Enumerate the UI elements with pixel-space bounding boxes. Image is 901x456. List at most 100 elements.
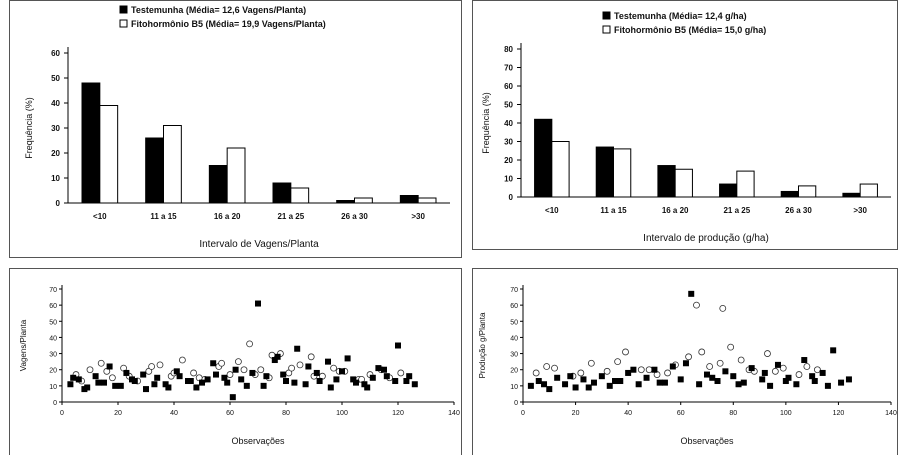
scatter-point-testemunha (263, 373, 270, 380)
scatter-point-testemunha (238, 376, 245, 383)
scatter-point-testemunha (353, 379, 359, 386)
legend-label: Testemunha (Média= 12,4 g/ha) (614, 11, 747, 21)
bar-fitohormonio (551, 141, 570, 198)
x-tick-label: 60 (226, 410, 234, 417)
y-tick-label: 40 (51, 99, 60, 108)
x-tick-label: 140 (885, 410, 897, 417)
scatter-point-testemunha (819, 369, 826, 376)
scatter-point-testemunha (95, 379, 102, 386)
scatter-point-testemunha (630, 366, 637, 373)
scatter-point-fitohormonio (706, 363, 714, 370)
y-tick-label: 50 (49, 319, 57, 326)
y-tick-label: 10 (49, 384, 57, 391)
x-axis-label: Intervalo de produção (g/ha) (643, 233, 769, 244)
scatter-point-testemunha (112, 382, 119, 389)
y-tick-label: 40 (49, 335, 57, 342)
scatter-point-testemunha (339, 368, 345, 375)
scatter-point-testemunha (651, 366, 658, 373)
scatter-point-testemunha (612, 378, 618, 385)
scatter-point-testemunha (403, 378, 410, 385)
x-tick-label: 0 (521, 410, 525, 417)
bar-testemunha (595, 146, 614, 198)
scatter-point-fitohormonio (246, 340, 254, 348)
scatter-point-testemunha (274, 353, 281, 360)
scatter-point-testemunha (554, 374, 561, 381)
x-tick-label: 100 (780, 410, 792, 417)
y-tick-label: 30 (51, 124, 60, 133)
legend: Testemunha (Média= 12,6 Vagens/Planta) Fi… (119, 5, 326, 29)
scatter-point-testemunha (70, 374, 77, 381)
scatter-point-fitohormonio (737, 356, 745, 364)
x-tick-label: 120 (392, 410, 404, 417)
bar-testemunha (534, 118, 553, 198)
y-tick-label: 30 (510, 352, 518, 359)
scatter-point-testemunha (392, 378, 399, 385)
scatter-point-fitohormonio (771, 367, 779, 375)
scatter-point-fitohormonio (218, 359, 226, 367)
scatter-point-testemunha (541, 381, 548, 388)
scatter-point-fitohormonio (727, 343, 735, 351)
scatter-point-fitohormonio (813, 366, 821, 374)
scatter-point-testemunha (661, 379, 668, 386)
bar-fitohormonio (163, 125, 182, 204)
scatter-point-testemunha (81, 386, 88, 393)
chart-svg: 0 10 20 30 40 50 60 70 80 <10 11 a 15 16 a 20 21 a 2… (481, 11, 891, 244)
scatter-point-fitohormonio (257, 366, 265, 374)
scatter-point-testemunha (117, 382, 124, 389)
scatter-point-fitohormonio (178, 356, 186, 364)
scatter-point-testemunha (572, 384, 579, 391)
scatter-point-testemunha (381, 366, 387, 373)
y-tick-label: 70 (510, 287, 518, 294)
x-tick-label: 80 (729, 410, 737, 417)
x-tick-label: 21 a 25 (723, 206, 750, 215)
y-tick-label: 0 (53, 400, 57, 407)
bar-fitohormonio (674, 168, 693, 198)
scatter-point-testemunha (232, 366, 239, 373)
scatter-point-fitohormonio (156, 361, 164, 369)
y-tick-label: 30 (504, 138, 513, 147)
scatter-point-testemunha (714, 378, 721, 385)
scatter-point-testemunha (176, 373, 183, 380)
scatter-point-testemunha (92, 373, 99, 380)
y-tick-label: 60 (51, 49, 60, 58)
scatter-point-testemunha (350, 376, 357, 383)
scatter-point-testemunha (271, 357, 278, 364)
scatter-point-fitohormonio (693, 301, 700, 309)
scatter-point-fitohormonio (685, 353, 693, 361)
scatter-point-fitohormonio (226, 371, 234, 378)
scatter-point-testemunha (204, 376, 211, 383)
bar-testemunha (81, 82, 101, 204)
x-tick-label: 0 (60, 410, 64, 417)
legend-swatch (602, 11, 611, 20)
y-tick-label: 30 (49, 352, 57, 359)
x-tick-label: 80 (282, 410, 290, 417)
scatter-point-fitohormonio (543, 363, 551, 370)
y-tick-label: 60 (510, 303, 518, 310)
scatter-point-testemunha (101, 379, 107, 386)
scatter-point-testemunha (535, 378, 542, 385)
scatter-point-testemunha (740, 379, 747, 386)
x-tick-label: 120 (833, 410, 845, 417)
scatter-point-fitohormonio (622, 348, 629, 356)
scatter-point-testemunha (305, 363, 312, 370)
scatter-point-testemunha (369, 374, 376, 381)
x-tick-label: 26 a 30 (785, 206, 812, 215)
scatter-point-testemunha (709, 374, 716, 381)
x-tick-label: 40 (170, 410, 178, 417)
scatter-point-fitohormonio (532, 369, 540, 377)
scatter-point-testemunha (75, 376, 82, 383)
x-tick-label: <10 (93, 212, 107, 221)
scatter-point-testemunha (199, 379, 205, 386)
scatter-point-testemunha (830, 347, 837, 354)
scatter-point-fitohormonio (397, 369, 405, 377)
scatter-point-testemunha (761, 369, 768, 376)
x-tick-label: 11 a 15 (600, 206, 627, 215)
scatter-point-testemunha (793, 381, 800, 388)
bar-fitohormonio (798, 185, 817, 198)
scatter-point-testemunha (527, 382, 534, 389)
y-tick-label: 50 (510, 319, 518, 326)
scatter-point-testemunha (598, 373, 605, 380)
bar-testemunha (336, 200, 356, 204)
y-tick-label: 40 (510, 335, 518, 342)
y-axis-label: Produção g/Planta (478, 312, 487, 378)
